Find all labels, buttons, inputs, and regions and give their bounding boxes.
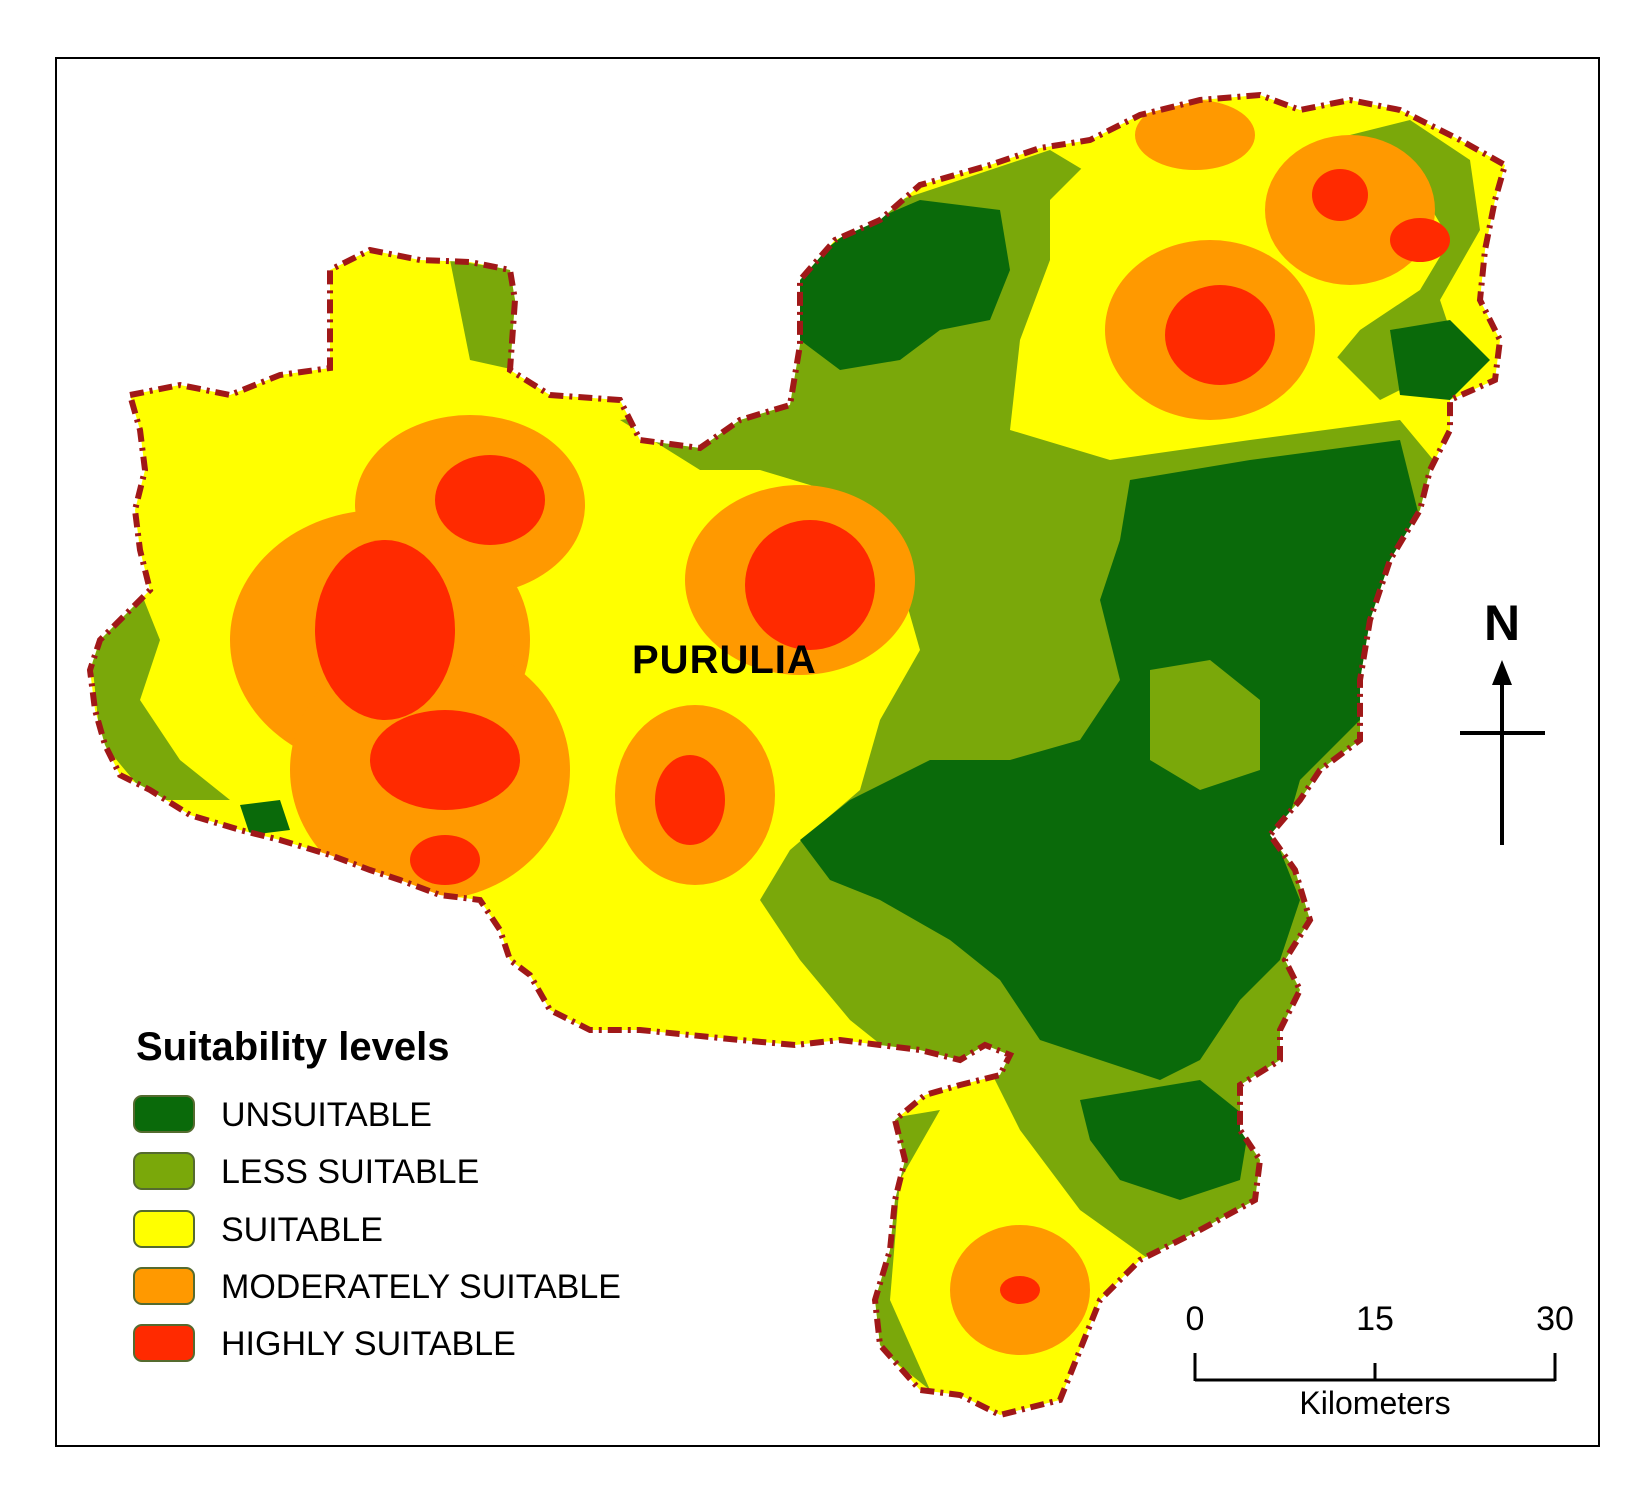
legend-swatch-suitable <box>133 1210 195 1248</box>
district-boundary <box>86 91 1509 1419</box>
zone-high-center-s <box>655 755 725 845</box>
zone-unsuitable-center <box>800 440 1420 1080</box>
legend-label-unsuitable: UNSUITABLE <box>221 1096 432 1134</box>
place-label-purulia: PURULIA <box>632 638 817 682</box>
zone-high-west-c <box>370 710 520 810</box>
legend-swatch-moderately-suitable <box>133 1267 195 1305</box>
legend-label-less-suitable: LESS SUITABLE <box>221 1153 480 1191</box>
zone-high-west-b <box>435 455 545 545</box>
legend-label-suitable: SUITABLE <box>221 1211 383 1249</box>
zone-high-west-a <box>315 540 455 720</box>
zone-high-center-n <box>745 520 875 650</box>
legend-swatch-unsuitable <box>133 1095 195 1133</box>
zone-moderate-ne-c <box>1135 100 1255 170</box>
zone-less-suitable-inner <box>1150 660 1260 790</box>
scale-tick-15: 15 <box>1356 1300 1394 1338</box>
zone-unsuitable-ne <box>1390 320 1490 400</box>
scale-tick-0: 0 <box>1185 1300 1205 1338</box>
zone-high-south <box>1000 1276 1040 1304</box>
legend-title: Suitability levels <box>136 1025 450 1069</box>
scale-bar <box>1193 1353 1557 1382</box>
legend-swatch-less-suitable <box>133 1152 195 1190</box>
scale-tick-30: 30 <box>1536 1300 1574 1338</box>
zone-high-ne-c <box>1390 218 1450 262</box>
zone-less-suitable-west <box>90 590 230 800</box>
map-frame <box>55 57 1600 1447</box>
zone-high-ne-a <box>1165 285 1275 385</box>
zone-high-ne-b <box>1312 169 1368 221</box>
scale-unit-label: Kilometers <box>1299 1385 1451 1421</box>
north-arrow-letter: N <box>1483 595 1521 651</box>
zone-unsuitable-south <box>1080 1080 1250 1200</box>
zone-unsuitable-north <box>800 200 1010 370</box>
legend-label-highly-suitable: HIGHLY SUITABLE <box>221 1325 516 1363</box>
zone-unsuitable-west-spot <box>240 800 290 835</box>
zone-high-west-d <box>410 835 480 885</box>
north-arrow <box>1460 660 1545 845</box>
zone-less-suitable-nw <box>450 260 515 370</box>
legend-label-moderately-suitable: MODERATELY SUITABLE <box>221 1268 621 1306</box>
legend-swatch-highly-suitable <box>133 1324 195 1362</box>
